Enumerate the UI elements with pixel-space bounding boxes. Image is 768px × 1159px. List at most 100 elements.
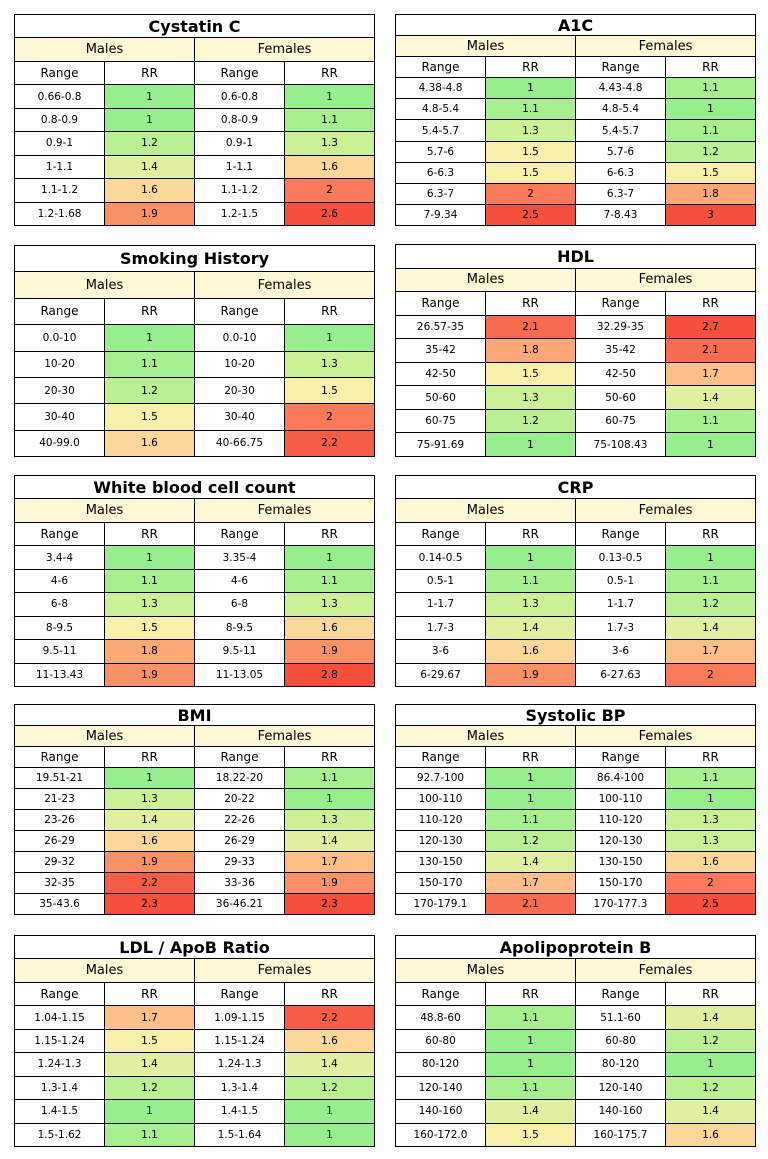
female-range-cell: 10-20 [194, 350, 285, 378]
table-row: 60-80 1 60-80 1.2 [395, 1028, 757, 1054]
females-header: Females [574, 35, 757, 58]
female-range-cell: 32.29-35 [575, 314, 666, 340]
female-range-cell: 1.3-1.4 [194, 1075, 285, 1101]
male-rr-cell: 1.3 [485, 592, 576, 617]
male-rr-cell: 1 [104, 545, 195, 570]
table-row: 9.5-11 1.8 9.5-11 1.9 [14, 639, 376, 664]
range-column-header: Range [14, 746, 105, 768]
table-title: HDL [395, 244, 756, 269]
table-row: 150-170 1.7 150-170 2 [395, 872, 756, 894]
female-rr-cell: 2.2 [284, 1005, 375, 1030]
males-header: Males [395, 498, 576, 523]
male-rr-cell: 1.2 [104, 376, 195, 405]
female-rr-cell: 1.2 [664, 1075, 757, 1101]
range-column-header: Range [575, 981, 666, 1007]
table-row: 0.9-1 1.2 0.9-1 1.3 [14, 131, 376, 156]
female-rr-cell: 1.5 [283, 376, 376, 405]
range-column-header: Range [14, 60, 105, 86]
female-rr-cell: 2.1 [665, 338, 756, 363]
female-range-cell: 22-26 [194, 809, 285, 831]
males-header: Males [14, 725, 195, 747]
females-header: Females [194, 958, 375, 983]
table-white-blood-cell-count: White blood cell count Males Females Range R… [13, 474, 376, 687]
female-rr-cell: 1.7 [665, 361, 756, 387]
female-range-cell: 1.4-1.5 [194, 1099, 285, 1124]
female-range-cell: 6.3-7 [575, 182, 666, 205]
table-row: 1.5-1.62 1.1 1.5-1.64 1 [14, 1122, 375, 1147]
females-header: Females [193, 271, 376, 299]
male-range-cell: 150-170 [395, 872, 486, 894]
male-range-cell: 60-80 [395, 1028, 486, 1054]
table-row: 92.7-100 1 86.4-100 1.1 [395, 767, 756, 789]
female-range-cell: 11-13.05 [194, 662, 285, 687]
female-rr-cell: 2.3 [283, 893, 376, 915]
female-range-cell: 1.09-1.15 [194, 1005, 285, 1030]
female-rr-cell: 1.3 [665, 830, 756, 852]
female-rr-cell: 2.8 [283, 662, 376, 687]
table-row: 48.8-60 1.1 51.1-60 1.4 [395, 1005, 757, 1030]
table-row: 26-29 1.6 26-29 1.4 [14, 830, 376, 852]
female-rr-cell: 1.1 [664, 119, 757, 142]
male-rr-cell: 1.4 [485, 615, 576, 641]
range-column-header: Range [575, 746, 666, 768]
male-rr-cell: 2.5 [485, 203, 576, 226]
female-range-cell: 80-120 [575, 1052, 666, 1077]
female-range-cell: 20-30 [194, 376, 285, 405]
male-range-cell: 0.8-0.9 [14, 107, 105, 133]
female-range-cell: 33-36 [194, 872, 285, 894]
male-range-cell: 80-120 [395, 1052, 486, 1077]
female-range-cell: 50-60 [575, 385, 666, 410]
male-rr-cell: 1 [485, 1028, 576, 1054]
rr-column-header: RR [104, 981, 195, 1007]
table-row: 42-50 1.5 42-50 1.7 [395, 361, 756, 387]
male-rr-cell: 2.2 [104, 872, 195, 894]
male-rr-cell: 1.9 [104, 662, 195, 687]
males-header: Males [14, 958, 195, 983]
female-rr-cell: 1.1 [283, 568, 376, 594]
table-hdl: HDL Males Females Range RR Range RR 26.57-35 2.1… [395, 244, 756, 457]
male-range-cell: 1-1.7 [395, 592, 486, 617]
female-range-cell: 29-33 [194, 851, 285, 873]
male-rr-cell: 1 [104, 107, 195, 133]
females-header: Females [574, 498, 757, 523]
male-rr-cell: 1.1 [485, 568, 576, 594]
table-row: 0.66-0.8 1 0.6-0.8 1 [14, 84, 376, 109]
female-rr-cell: 1.3 [283, 809, 376, 831]
male-rr-cell: 1.9 [485, 662, 576, 687]
male-range-cell: 50-60 [395, 385, 486, 410]
male-range-cell: 19.51-21 [14, 767, 105, 789]
female-rr-cell: 1.2 [284, 1075, 375, 1101]
female-range-cell: 7-8.43 [575, 203, 666, 226]
rr-column-header: RR [485, 521, 576, 547]
male-rr-cell: 1.1 [485, 98, 576, 121]
table-row: 1.15-1.24 1.5 1.15-1.24 1.6 [14, 1028, 375, 1054]
male-range-cell: 92.7-100 [395, 767, 486, 789]
female-rr-cell: 1.4 [665, 385, 756, 410]
male-rr-cell: 1.7 [104, 1005, 195, 1030]
females-header: Females [575, 267, 756, 293]
rr-column-header: RR [485, 56, 576, 79]
range-column-header: Range [575, 521, 666, 547]
table-row: 40-99.0 1.6 40-66.75 2.2 [14, 429, 376, 458]
table-row: 30-40 1.5 30-40 2 [14, 403, 376, 431]
female-rr-cell: 1.9 [283, 639, 376, 664]
male-range-cell: 20-30 [14, 376, 105, 405]
female-rr-cell: 2 [283, 178, 376, 203]
table-row: 110-120 1.1 110-120 1.3 [395, 809, 756, 831]
male-range-cell: 1.15-1.24 [14, 1028, 105, 1054]
female-rr-cell: 1.6 [664, 1122, 757, 1147]
table-row: 50-60 1.3 50-60 1.4 [395, 385, 756, 410]
male-range-cell: 6-6.3 [395, 161, 486, 184]
table-title: BMI [13, 704, 376, 726]
female-range-cell: 1.5-1.64 [194, 1122, 285, 1147]
male-rr-cell: 1.2 [485, 408, 576, 434]
male-range-cell: 6.3-7 [395, 182, 486, 205]
male-rr-cell: 2.3 [104, 893, 195, 915]
table-row: 1.7-3 1.4 1.7-3 1.4 [395, 615, 757, 641]
males-header: Males [14, 37, 195, 62]
male-rr-cell: 1.6 [485, 639, 576, 664]
rr-column-header: RR [664, 981, 757, 1007]
male-rr-cell: 1 [485, 1052, 576, 1077]
male-range-cell: 160-172.0 [395, 1122, 486, 1147]
females-header: Females [574, 958, 757, 983]
